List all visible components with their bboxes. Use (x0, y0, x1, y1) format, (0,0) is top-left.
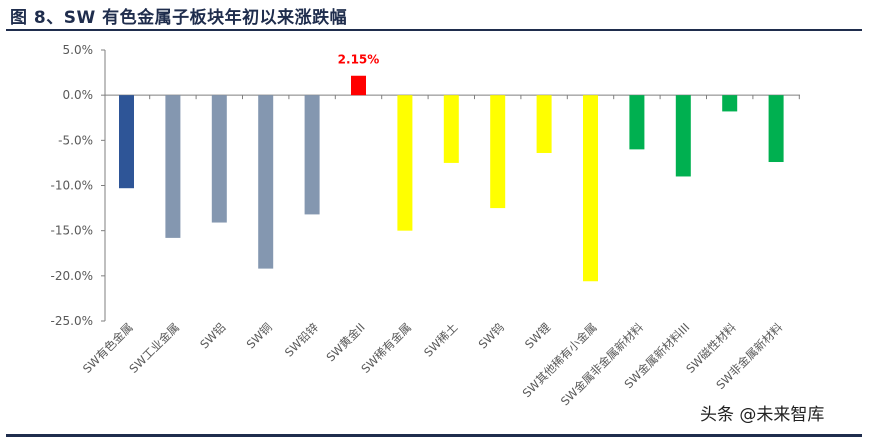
x-tick-label: SW金属非金属新材料 (558, 320, 647, 409)
bar (722, 95, 738, 112)
bottom-rule (6, 434, 862, 437)
y-tick-label: -25.0% (51, 314, 93, 328)
bar (119, 95, 134, 189)
title-underline (6, 29, 862, 31)
y-tick-label: 5.0% (63, 43, 94, 57)
y-tick-label: -15.0% (51, 224, 93, 238)
bar (583, 95, 598, 282)
data-labels: 2.15% (338, 53, 380, 67)
bar (165, 95, 181, 238)
bar (675, 95, 691, 177)
bar (768, 95, 784, 163)
y-tick-label: -10.0% (51, 179, 93, 193)
data-label: 2.15% (338, 53, 380, 67)
x-tick-label: SW黄金II (323, 320, 367, 364)
y-tick-label: -20.0% (51, 269, 93, 283)
y-axis: 5.0% 0.0% -5.0% -10.0% -15.0% -20.0% -25.0% (51, 43, 106, 328)
bars (119, 75, 784, 282)
bar (536, 95, 552, 153)
watermark: 头条 @未来智库 (700, 405, 825, 425)
x-tick-label: SW稀土 (421, 320, 460, 359)
y-tick-label: 0.0% (63, 88, 94, 102)
x-tick-label: SW工业金属 (126, 320, 182, 376)
x-tick-label: SW铝 (197, 320, 228, 351)
y-tick-label: -5.0% (58, 133, 93, 147)
bar (629, 95, 645, 150)
bar (490, 95, 506, 209)
bar (443, 95, 459, 163)
x-tick-label: SW铅锌 (282, 320, 322, 360)
bar (351, 75, 366, 96)
x-tick-label: SW稀有金属 (358, 320, 414, 376)
bar (304, 95, 320, 215)
x-tick-label: SW钨 (476, 320, 507, 351)
bar (211, 95, 227, 223)
x-tick-label: SW铜 (244, 320, 275, 351)
x-tick-label: SW锂 (522, 320, 553, 351)
bar (397, 95, 413, 231)
bar (258, 95, 274, 269)
chart-title: 图 8、SW 有色金属子板块年初以来涨跌幅 (10, 8, 348, 28)
